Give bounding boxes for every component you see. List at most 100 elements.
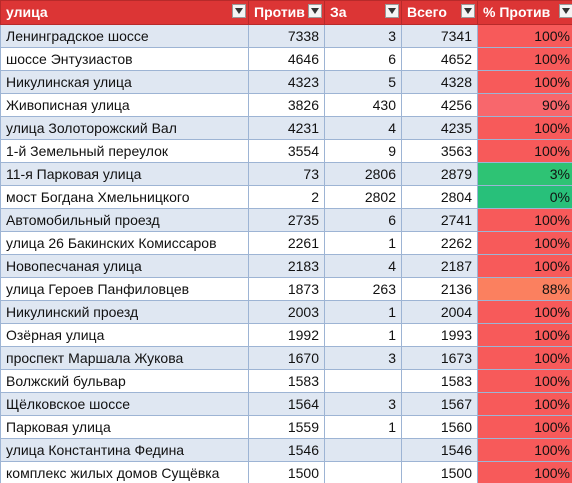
for-cell[interactable]: 4 (324, 116, 402, 140)
total-cell[interactable]: 1500 (401, 461, 478, 483)
for-cell[interactable]: 3 (324, 24, 402, 48)
street-cell[interactable]: мост Богдана Хмельницкого (0, 185, 249, 209)
total-cell[interactable]: 2741 (401, 208, 478, 232)
street-cell[interactable]: 1-й Земельный переулок (0, 139, 249, 163)
table-row[interactable]: Живописная улица 3826 430 4256 90% (0, 93, 572, 117)
pct-against-cell[interactable]: 100% (477, 323, 572, 347)
filter-dropdown-button[interactable] (385, 4, 399, 18)
for-cell[interactable]: 4 (324, 254, 402, 278)
against-cell[interactable]: 1500 (248, 461, 325, 483)
for-cell[interactable]: 6 (324, 208, 402, 232)
total-cell[interactable]: 2136 (401, 277, 478, 301)
total-cell[interactable]: 2879 (401, 162, 478, 186)
street-cell[interactable]: проспект Маршала Жукова (0, 346, 249, 370)
pct-against-cell[interactable]: 90% (477, 93, 572, 117)
table-row[interactable]: мост Богдана Хмельницкого 2 2802 2804 0% (0, 185, 572, 209)
pct-against-cell[interactable]: 100% (477, 392, 572, 416)
table-row[interactable]: проспект Маршала Жукова 1670 3 1673 100% (0, 346, 572, 370)
table-row[interactable]: 11-я Парковая улица 73 2806 2879 3% (0, 162, 572, 186)
total-cell[interactable]: 2187 (401, 254, 478, 278)
street-cell[interactable]: Щёлковское шоссе (0, 392, 249, 416)
street-cell[interactable]: Автомобильный проезд (0, 208, 249, 232)
for-cell[interactable]: 1 (324, 231, 402, 255)
pct-against-cell[interactable]: 100% (477, 438, 572, 462)
against-cell[interactable]: 2 (248, 185, 325, 209)
total-cell[interactable]: 4235 (401, 116, 478, 140)
filter-dropdown-button[interactable] (559, 4, 572, 18)
total-cell[interactable]: 1560 (401, 415, 478, 439)
street-cell[interactable]: шоссе Энтузиастов (0, 47, 249, 71)
pct-against-cell[interactable]: 100% (477, 47, 572, 71)
filter-dropdown-button[interactable] (232, 4, 246, 18)
pct-against-cell[interactable]: 100% (477, 231, 572, 255)
total-cell[interactable]: 2804 (401, 185, 478, 209)
table-row[interactable]: Автомобильный проезд 2735 6 2741 100% (0, 208, 572, 232)
street-cell[interactable]: Озёрная улица (0, 323, 249, 347)
against-cell[interactable]: 1670 (248, 346, 325, 370)
against-cell[interactable]: 4231 (248, 116, 325, 140)
pct-against-cell[interactable]: 100% (477, 139, 572, 163)
for-cell[interactable] (324, 369, 402, 393)
for-cell[interactable]: 2802 (324, 185, 402, 209)
table-row[interactable]: комплекс жилых домов Сущёвка 1500 1500 100% (0, 461, 572, 483)
street-cell[interactable]: улица Золоторожский Вал (0, 116, 249, 140)
pct-against-cell[interactable]: 100% (477, 300, 572, 324)
for-cell[interactable]: 1 (324, 415, 402, 439)
column-header-street[interactable]: улица (0, 0, 249, 25)
total-cell[interactable]: 1546 (401, 438, 478, 462)
pct-against-cell[interactable]: 100% (477, 254, 572, 278)
pct-against-cell[interactable]: 100% (477, 369, 572, 393)
total-cell[interactable]: 1583 (401, 369, 478, 393)
table-row[interactable]: улица Константина Федина 1546 1546 100% (0, 438, 572, 462)
pct-against-cell[interactable]: 100% (477, 415, 572, 439)
street-cell[interactable]: комплекс жилых домов Сущёвка (0, 461, 249, 483)
against-cell[interactable]: 4323 (248, 70, 325, 94)
against-cell[interactable]: 1583 (248, 369, 325, 393)
against-cell[interactable]: 1992 (248, 323, 325, 347)
against-cell[interactable]: 1564 (248, 392, 325, 416)
street-cell[interactable]: Парковая улица (0, 415, 249, 439)
table-row[interactable]: 1-й Земельный переулок 3554 9 3563 100% (0, 139, 572, 163)
table-row[interactable]: Парковая улица 1559 1 1560 100% (0, 415, 572, 439)
for-cell[interactable]: 430 (324, 93, 402, 117)
against-cell[interactable]: 7338 (248, 24, 325, 48)
for-cell[interactable]: 6 (324, 47, 402, 71)
street-cell[interactable]: Никулинский проезд (0, 300, 249, 324)
pct-against-cell[interactable]: 100% (477, 461, 572, 483)
table-row[interactable]: Щёлковское шоссе 1564 3 1567 100% (0, 392, 572, 416)
total-cell[interactable]: 7341 (401, 24, 478, 48)
table-row[interactable]: Никулинская улица 4323 5 4328 100% (0, 70, 572, 94)
for-cell[interactable]: 1 (324, 323, 402, 347)
against-cell[interactable]: 4646 (248, 47, 325, 71)
against-cell[interactable]: 3826 (248, 93, 325, 117)
column-header-pct-against[interactable]: % Против (477, 0, 572, 25)
table-row[interactable]: Никулинский проезд 2003 1 2004 100% (0, 300, 572, 324)
street-cell[interactable]: 11-я Парковая улица (0, 162, 249, 186)
total-cell[interactable]: 4328 (401, 70, 478, 94)
pct-against-cell[interactable]: 100% (477, 208, 572, 232)
total-cell[interactable]: 1673 (401, 346, 478, 370)
table-row[interactable]: Новопесчаная улица 2183 4 2187 100% (0, 254, 572, 278)
against-cell[interactable]: 3554 (248, 139, 325, 163)
total-cell[interactable]: 3563 (401, 139, 478, 163)
street-cell[interactable]: Ленинградское шоссе (0, 24, 249, 48)
for-cell[interactable]: 2806 (324, 162, 402, 186)
total-cell[interactable]: 1993 (401, 323, 478, 347)
against-cell[interactable]: 2261 (248, 231, 325, 255)
column-header-for[interactable]: За (324, 0, 402, 25)
against-cell[interactable]: 2183 (248, 254, 325, 278)
street-cell[interactable]: улица Константина Федина (0, 438, 249, 462)
pct-against-cell[interactable]: 100% (477, 116, 572, 140)
total-cell[interactable]: 4652 (401, 47, 478, 71)
street-cell[interactable]: Волжский бульвар (0, 369, 249, 393)
pct-against-cell[interactable]: 3% (477, 162, 572, 186)
column-header-total[interactable]: Всего (401, 0, 478, 25)
pct-against-cell[interactable]: 100% (477, 24, 572, 48)
against-cell[interactable]: 2735 (248, 208, 325, 232)
street-cell[interactable]: Никулинская улица (0, 70, 249, 94)
for-cell[interactable] (324, 438, 402, 462)
table-row[interactable]: Озёрная улица 1992 1 1993 100% (0, 323, 572, 347)
for-cell[interactable]: 3 (324, 392, 402, 416)
for-cell[interactable]: 3 (324, 346, 402, 370)
pct-against-cell[interactable]: 100% (477, 70, 572, 94)
